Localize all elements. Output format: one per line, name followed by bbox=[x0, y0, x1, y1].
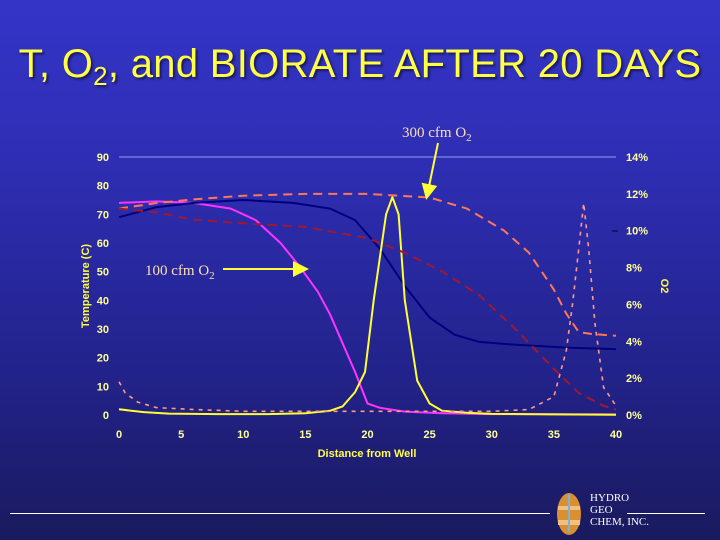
x-tick-label: 15 bbox=[299, 429, 311, 441]
y-tick-label: 40 bbox=[97, 295, 109, 307]
series-o2-100-cfm bbox=[118, 192, 617, 337]
y-tick-label: 30 bbox=[97, 324, 109, 336]
y2-tick-label: 8% bbox=[626, 263, 642, 275]
x-axis-ticks: 0 5 10 15 20 25 30 35 40 bbox=[116, 429, 622, 441]
y2-tick-label: 2% bbox=[626, 373, 642, 385]
y-tick-label: 0 bbox=[103, 410, 109, 422]
y-tick-label: 80 bbox=[97, 181, 109, 193]
x-tick-label: 0 bbox=[116, 429, 122, 441]
y-tick-label: 60 bbox=[97, 238, 109, 250]
annotation-100cfm: 100 cfm O2 bbox=[145, 263, 215, 282]
logo-icon bbox=[557, 493, 581, 535]
y-tick-label: 10 bbox=[97, 381, 109, 393]
y-axis-label: Temperature (C) bbox=[80, 244, 92, 328]
y2-axis-ticks: 0% 2% 4% 6% 8% 10% 12% 14% bbox=[626, 152, 648, 422]
x-tick-label: 30 bbox=[486, 429, 498, 441]
page-title: T, O2, and BIORATE AFTER 20 DAYS bbox=[18, 42, 702, 91]
footer-line-left bbox=[10, 513, 550, 514]
x-tick-label: 20 bbox=[361, 429, 373, 441]
footer-line-right bbox=[627, 513, 705, 514]
annotation-arrow-300cfm bbox=[421, 142, 439, 200]
y-tick-label: 20 bbox=[97, 353, 109, 365]
y2-axis-label: O2 bbox=[658, 279, 670, 294]
x-tick-label: 5 bbox=[178, 429, 184, 441]
x-tick-label: 40 bbox=[610, 429, 622, 441]
annotation-300cfm: 300 cfm O2 bbox=[402, 125, 472, 144]
y2-tick-label: 0% bbox=[626, 410, 642, 422]
y2-tick-label: 12% bbox=[626, 189, 648, 201]
x-tick-label: 35 bbox=[548, 429, 560, 441]
y2-tick-label: 14% bbox=[626, 152, 648, 164]
x-axis-label: Distance from Well bbox=[318, 448, 417, 460]
y-tick-label: 90 bbox=[97, 152, 109, 164]
y2-tick-label: 6% bbox=[626, 299, 642, 311]
y2-tick-label: 10% bbox=[626, 226, 648, 238]
y-axis-ticks: 0 10 20 30 40 50 60 70 80 90 bbox=[97, 152, 109, 422]
chart-series bbox=[118, 192, 617, 416]
y-tick-label: 70 bbox=[97, 209, 109, 221]
y2-tick-label: 4% bbox=[626, 336, 642, 348]
company-logo-text: HYDRO GEO CHEM, INC. bbox=[590, 492, 649, 528]
series-temperature-100-cfm bbox=[118, 200, 617, 416]
series-biorate bbox=[118, 196, 617, 416]
x-tick-label: 10 bbox=[237, 429, 249, 441]
x-tick-label: 25 bbox=[424, 429, 436, 441]
series-o2-300-cfm bbox=[118, 207, 617, 411]
series-temperature-300-cfm bbox=[118, 199, 617, 351]
y-tick-label: 50 bbox=[97, 267, 109, 279]
